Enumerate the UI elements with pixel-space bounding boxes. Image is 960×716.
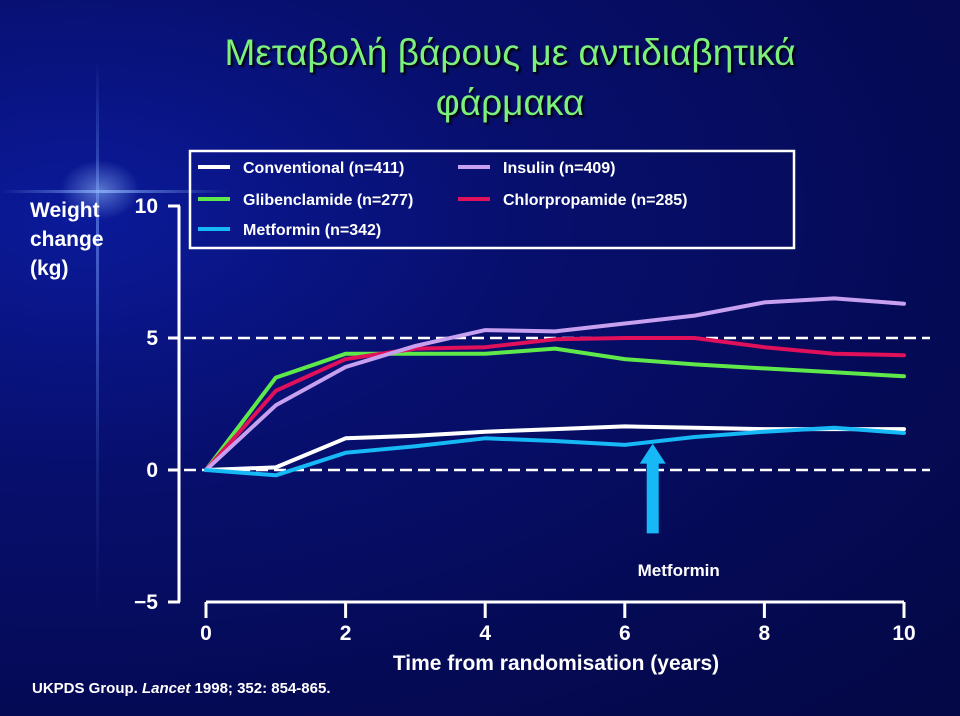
decorative-glow-spot bbox=[60, 160, 140, 220]
legend-label-chlorpropamide: Chlorpropamide (n=285) bbox=[503, 192, 687, 209]
x-tick-label-3: 6 bbox=[619, 622, 631, 645]
source-citation: UKPDS Group. Lancet 1998; 352: 854-865. bbox=[32, 680, 330, 697]
y-tick-label-2: 0 bbox=[146, 459, 158, 482]
x-tick-label-5: 10 bbox=[892, 622, 915, 645]
legend-label-glibenclamide: Glibenclamide (n=277) bbox=[243, 192, 413, 209]
x-tick-label-0: 0 bbox=[200, 622, 212, 645]
y-axis-label-line-1: Weight bbox=[30, 199, 100, 222]
legend-box bbox=[188, 149, 796, 250]
y-axis-label-line-3: (kg) bbox=[30, 257, 69, 280]
series-line-chlorpropamide bbox=[204, 336, 906, 472]
series-line-glibenclamide bbox=[204, 346, 906, 472]
x-tick-label-1: 2 bbox=[340, 622, 352, 645]
x-axis-label: Time from randomisation (years) bbox=[393, 652, 719, 675]
series-line-metformin bbox=[204, 425, 906, 478]
y-axis-label-line-2: change bbox=[30, 228, 104, 251]
source-prefix: UKPDS Group. bbox=[32, 680, 143, 697]
y-axis-label: Weight change (kg) bbox=[30, 196, 130, 283]
x-tick-label-4: 8 bbox=[759, 622, 771, 645]
metformin-arrow bbox=[639, 443, 666, 534]
metformin-arrow-label: Metformin bbox=[638, 561, 720, 580]
decorative-glow-vertical bbox=[96, 60, 99, 620]
legend-label-metformin: Metformin (n=342) bbox=[243, 222, 381, 239]
source-journal: Lancet bbox=[142, 680, 191, 697]
x-tick-label-2: 4 bbox=[479, 622, 491, 645]
legend-label-conventional: Conventional (n=411) bbox=[243, 160, 404, 177]
slide-title: Μεταβολή βάρους με αντιδιαβητικά φάρμακα bbox=[120, 28, 900, 128]
legend-label-insulin: Insulin (n=409) bbox=[503, 160, 615, 177]
metformin-arrow-shape bbox=[639, 443, 666, 534]
y-tick-label-3: −5 bbox=[134, 591, 158, 614]
slide-title-line-2: φάρμακα bbox=[435, 82, 585, 123]
y-tick-label-1: 5 bbox=[146, 327, 158, 350]
slide-title-line-1: Μεταβολή βάρους με αντιδιαβητικά bbox=[224, 32, 796, 73]
source-suffix: 1998; 352: 854-865. bbox=[190, 680, 331, 697]
y-tick-label-0: 10 bbox=[135, 195, 158, 218]
series-line-insulin bbox=[204, 296, 906, 472]
